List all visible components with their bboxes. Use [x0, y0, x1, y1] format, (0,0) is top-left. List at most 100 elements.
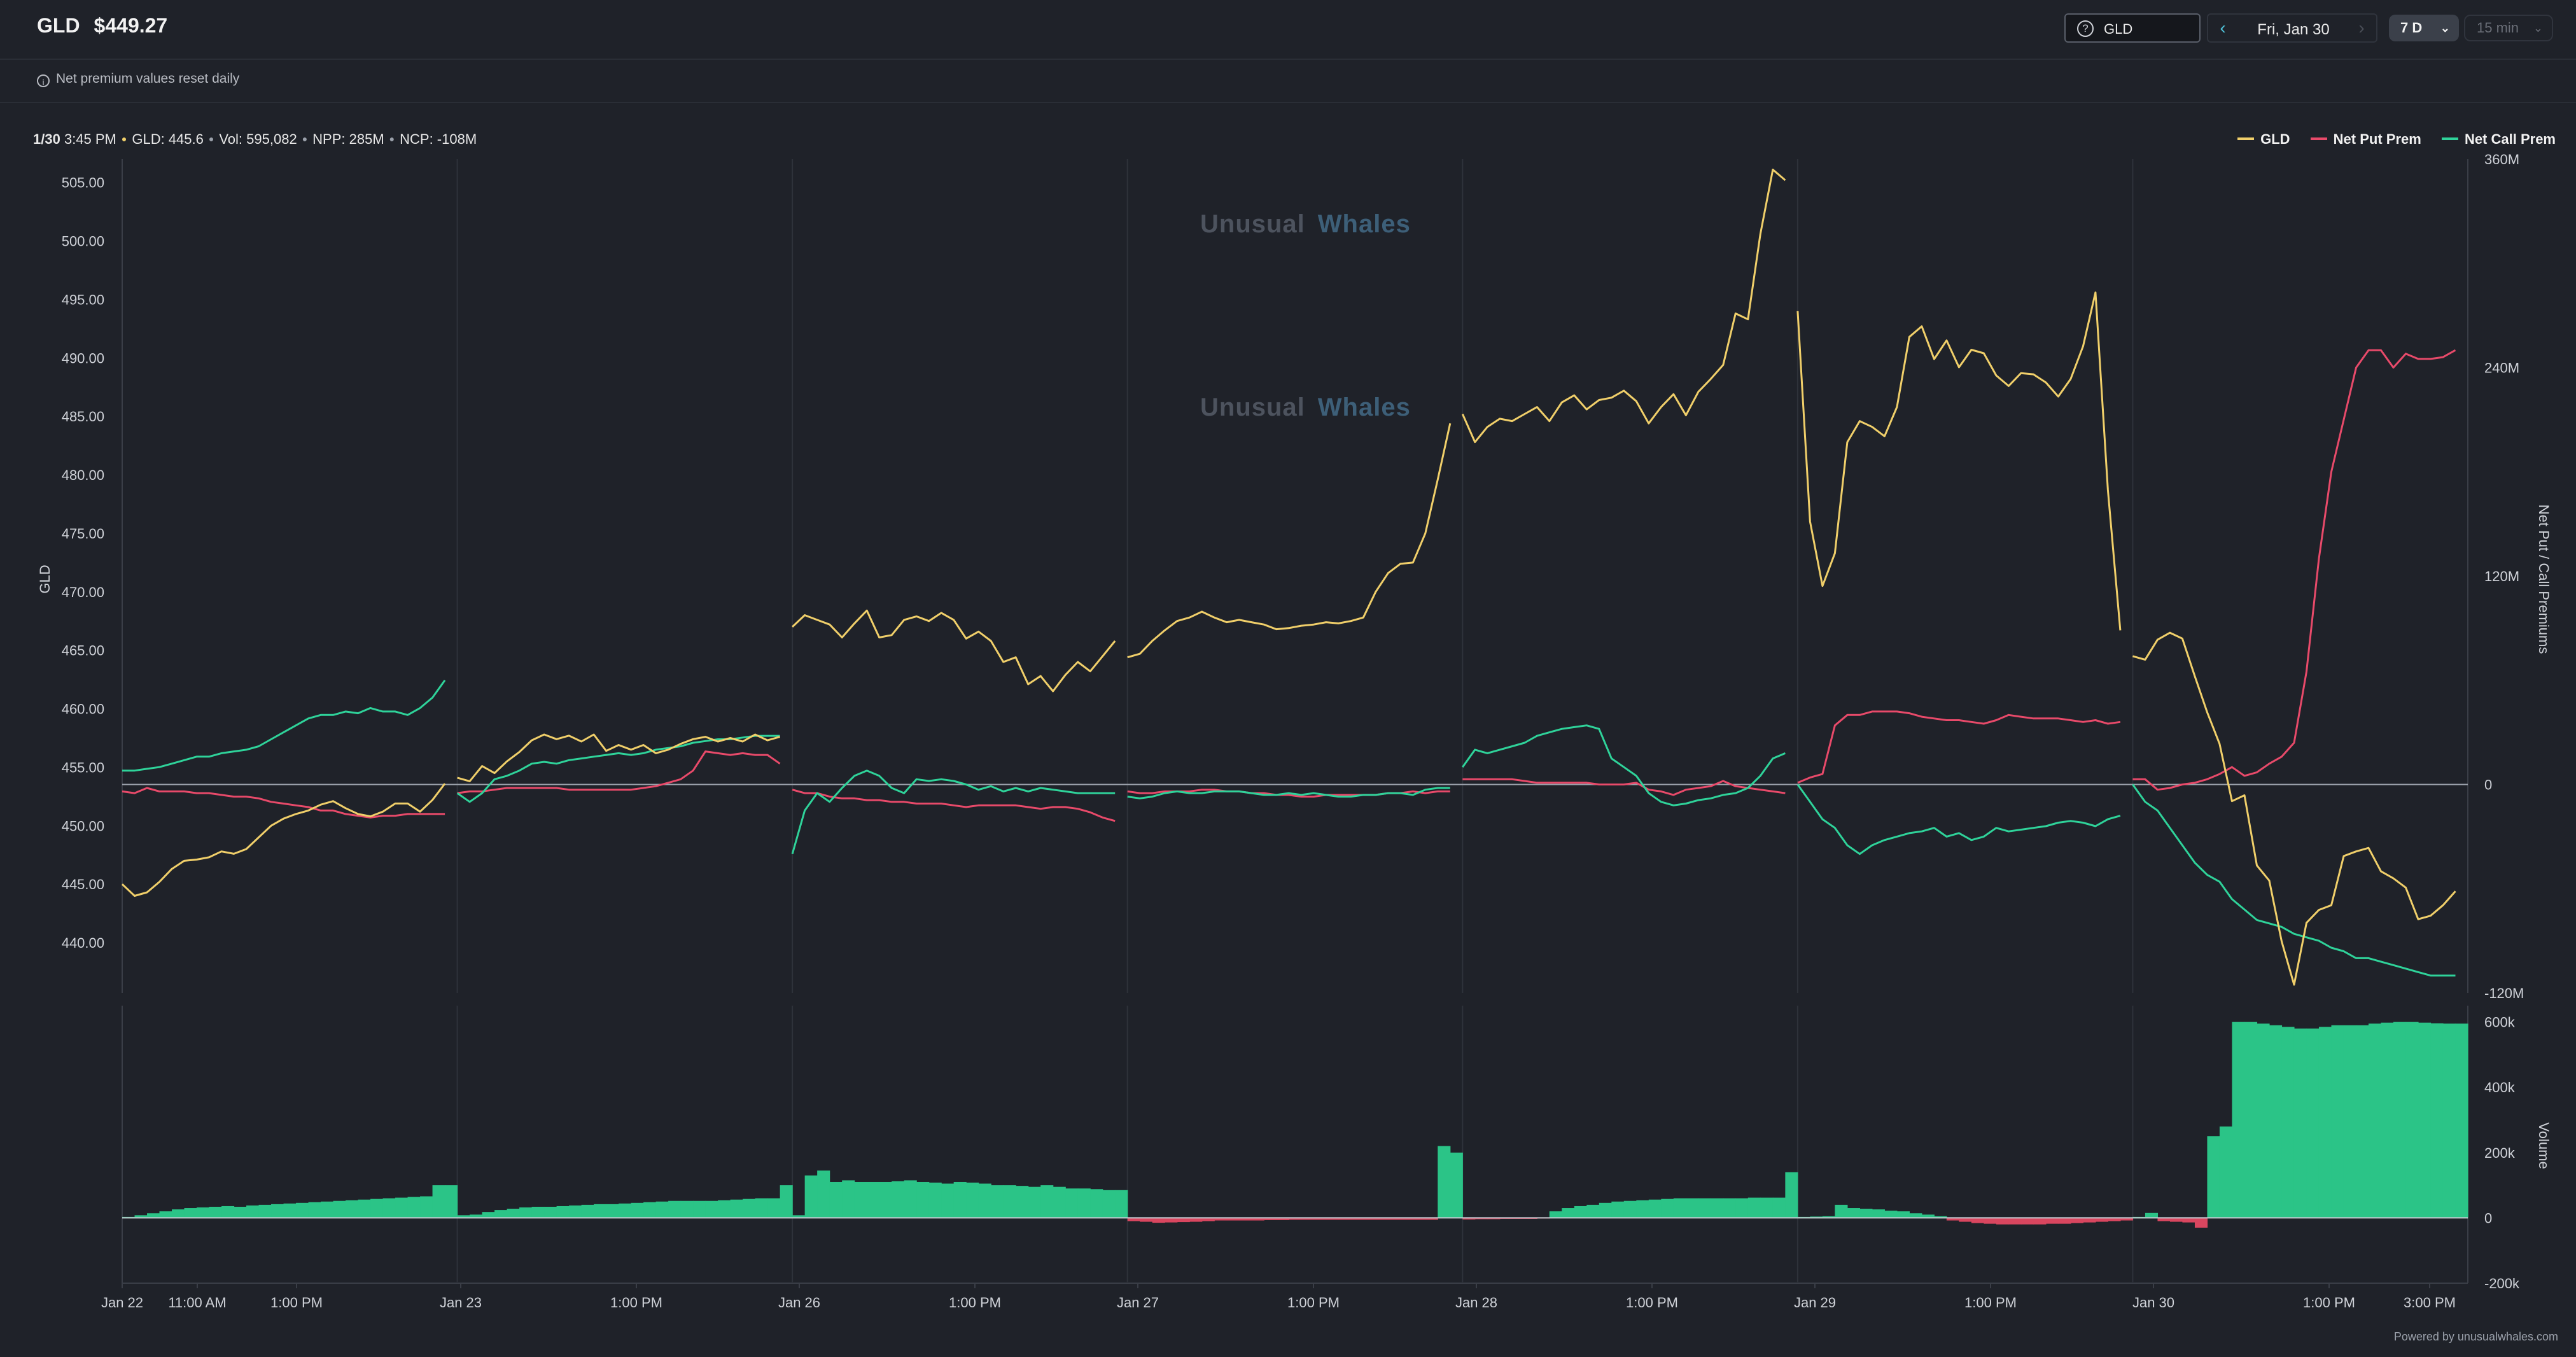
- x-tick-label: Jan 29: [1794, 1295, 1836, 1311]
- volume-bar: [1661, 1199, 1674, 1218]
- x-tick-label: 3:00 PM: [2404, 1295, 2456, 1311]
- volume-bar: [1487, 1218, 1501, 1220]
- volume-bar: [1077, 1188, 1091, 1218]
- volume-bar: [2281, 1027, 2295, 1218]
- volume-bar: [1189, 1218, 1203, 1222]
- volume-bar: [991, 1185, 1004, 1218]
- volume-bar: [2058, 1218, 2071, 1224]
- search-input[interactable]: [2103, 19, 2194, 39]
- x-tick-label: Jan 27: [1117, 1295, 1159, 1311]
- volume-bar: [928, 1183, 942, 1218]
- range-value: 7 D: [2400, 20, 2423, 36]
- volume-axis-label: Volume: [2536, 1122, 2552, 1169]
- volume-bar: [1971, 1218, 1984, 1223]
- volume-bar: [283, 1203, 297, 1218]
- volume-tick-label: 200k: [2484, 1145, 2516, 1161]
- volume-bar: [631, 1202, 644, 1218]
- volume-bar: [1388, 1218, 1401, 1220]
- price-tick-label: 460.00: [62, 701, 104, 717]
- volume-bar: [953, 1181, 967, 1218]
- volume-bar: [594, 1204, 607, 1218]
- gld-line: [2132, 631, 2456, 986]
- volume-bar: [1648, 1199, 1662, 1218]
- price-tick-label: 470.00: [62, 584, 104, 600]
- net-put-line: [122, 787, 445, 819]
- volume-bar: [643, 1202, 657, 1218]
- volume-bar: [1400, 1218, 1413, 1220]
- volume-bar: [2442, 1023, 2456, 1218]
- top-bar: GLD $449.27 ? ‹ Fri, Jan 30 › 7 D ⌄ 15 mi…: [0, 0, 2576, 60]
- volume-bar: [1375, 1218, 1389, 1220]
- interval-select[interactable]: 15 min ⌄: [2464, 15, 2553, 41]
- legend-swatch: [2310, 137, 2327, 140]
- volume-bar: [507, 1209, 520, 1218]
- volume-bar: [358, 1199, 371, 1218]
- volume-bar: [978, 1183, 991, 1218]
- legend-swatch: [2441, 137, 2458, 140]
- chevron-left-icon[interactable]: ‹: [2220, 18, 2226, 38]
- chevron-right-icon[interactable]: ›: [2358, 18, 2365, 38]
- volume-bar: [2455, 1023, 2468, 1218]
- volume-bar: [2182, 1218, 2195, 1223]
- volume-bar: [1363, 1218, 1376, 1220]
- volume-bar: [619, 1203, 632, 1218]
- x-tick-label: 1:00 PM: [270, 1295, 323, 1311]
- price-tick-label: 440.00: [62, 935, 104, 951]
- price-axis-label: GLD: [37, 565, 53, 593]
- info-vol: Vol: 595,082: [219, 131, 297, 147]
- info-npp: NPP: 285M: [312, 131, 384, 147]
- volume-bar: [2331, 1025, 2344, 1218]
- range-select[interactable]: 7 D ⌄: [2389, 15, 2459, 41]
- volume-bar: [1847, 1208, 1860, 1218]
- volume-bar: [2393, 1022, 2407, 1218]
- volume-bar: [1338, 1218, 1352, 1220]
- volume-bar: [1698, 1198, 1711, 1218]
- volume-bar: [1673, 1198, 1686, 1218]
- volume-bar: [457, 1215, 470, 1218]
- legend-put[interactable]: Net Put Prem: [2310, 131, 2421, 147]
- legend-gld[interactable]: GLD: [2237, 131, 2290, 147]
- price-tick-label: 450.00: [62, 818, 104, 834]
- chart-legend: GLD Net Put Prem Net Call Prem: [2221, 131, 2556, 148]
- price-tick-label: 465.00: [62, 643, 104, 659]
- volume-bar: [693, 1200, 706, 1218]
- volume-bar: [1053, 1186, 1066, 1218]
- volume-bar: [531, 1206, 545, 1218]
- volume-bar: [395, 1197, 409, 1218]
- x-tick-label: Jan 22: [101, 1295, 143, 1311]
- watermark-word: Unusual: [1200, 393, 1305, 421]
- volume-bar: [755, 1198, 768, 1218]
- volume-bar: [916, 1181, 930, 1218]
- volume-bar: [1810, 1216, 1823, 1218]
- info-date: 1/30: [33, 131, 60, 147]
- volume-bar: [1313, 1218, 1327, 1220]
- net-put-line: [457, 750, 781, 794]
- volume-bar: [1226, 1218, 1240, 1221]
- volume-bar: [1201, 1218, 1215, 1221]
- divider: [0, 102, 2576, 103]
- volume-bar: [879, 1181, 892, 1218]
- volume-bar: [2145, 1213, 2159, 1218]
- dot-icon: ●: [302, 134, 308, 144]
- volume-bar: [1152, 1218, 1165, 1223]
- volume-bar: [1549, 1211, 1562, 1218]
- volume-bar: [172, 1209, 185, 1218]
- volume-bar: [382, 1198, 396, 1218]
- volume-bar: [432, 1185, 445, 1218]
- legend-call[interactable]: Net Call Prem: [2441, 131, 2556, 147]
- volume-bar: [333, 1200, 346, 1218]
- premium-tick-label: 240M: [2484, 360, 2519, 376]
- legend-swatch: [2237, 137, 2255, 140]
- volume-bar: [606, 1204, 619, 1218]
- date-label[interactable]: Fri, Jan 30: [2257, 21, 2330, 38]
- ticker-search[interactable]: ?: [2064, 13, 2201, 43]
- help-icon: ?: [2077, 20, 2094, 37]
- volume-bar: [370, 1199, 384, 1218]
- volume-bar: [1934, 1216, 1947, 1218]
- volume-bar: [308, 1202, 321, 1218]
- volume-bar: [556, 1206, 570, 1218]
- volume-bar: [445, 1185, 458, 1218]
- x-tick-label: 1:00 PM: [949, 1295, 1001, 1311]
- watermark-word: Whales: [1317, 210, 1411, 238]
